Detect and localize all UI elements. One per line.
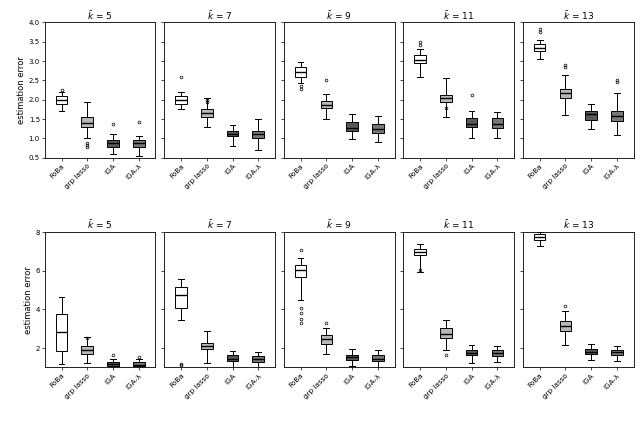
- PathPatch shape: [559, 89, 571, 98]
- Y-axis label: estimation error: estimation error: [17, 56, 26, 124]
- PathPatch shape: [81, 117, 93, 127]
- PathPatch shape: [56, 314, 67, 351]
- Title: $\bar{k}$ = 5: $\bar{k}$ = 5: [88, 9, 113, 22]
- PathPatch shape: [372, 124, 383, 133]
- PathPatch shape: [133, 139, 145, 147]
- PathPatch shape: [321, 101, 332, 108]
- PathPatch shape: [534, 43, 545, 52]
- PathPatch shape: [201, 343, 212, 349]
- PathPatch shape: [201, 109, 212, 117]
- Title: $\bar{k}$ = 5: $\bar{k}$ = 5: [88, 219, 113, 231]
- PathPatch shape: [346, 122, 358, 131]
- PathPatch shape: [440, 328, 452, 338]
- PathPatch shape: [466, 118, 477, 127]
- PathPatch shape: [295, 67, 307, 77]
- PathPatch shape: [414, 249, 426, 255]
- PathPatch shape: [346, 355, 358, 360]
- PathPatch shape: [466, 349, 477, 355]
- PathPatch shape: [253, 131, 264, 138]
- Title: $\bar{k}$ = 9: $\bar{k}$ = 9: [326, 9, 352, 22]
- PathPatch shape: [175, 287, 187, 308]
- PathPatch shape: [559, 321, 571, 331]
- PathPatch shape: [534, 234, 545, 240]
- PathPatch shape: [586, 111, 597, 120]
- PathPatch shape: [414, 55, 426, 63]
- PathPatch shape: [227, 131, 238, 137]
- Title: $\bar{k}$ = 7: $\bar{k}$ = 7: [207, 219, 232, 231]
- PathPatch shape: [295, 265, 307, 277]
- PathPatch shape: [611, 349, 623, 355]
- PathPatch shape: [586, 349, 597, 354]
- PathPatch shape: [492, 118, 503, 128]
- PathPatch shape: [108, 362, 119, 366]
- Title: $\bar{k}$ = 11: $\bar{k}$ = 11: [443, 9, 474, 22]
- PathPatch shape: [440, 95, 452, 102]
- PathPatch shape: [133, 362, 145, 366]
- PathPatch shape: [611, 111, 623, 121]
- Title: $\bar{k}$ = 7: $\bar{k}$ = 7: [207, 9, 232, 22]
- PathPatch shape: [492, 350, 503, 356]
- PathPatch shape: [372, 355, 383, 361]
- Title: $\bar{k}$ = 13: $\bar{k}$ = 13: [563, 219, 594, 231]
- PathPatch shape: [175, 96, 187, 103]
- PathPatch shape: [56, 96, 67, 103]
- PathPatch shape: [253, 356, 264, 362]
- Y-axis label: estimation error: estimation error: [24, 266, 33, 334]
- Title: $\bar{k}$ = 13: $\bar{k}$ = 13: [563, 9, 594, 22]
- PathPatch shape: [321, 335, 332, 344]
- PathPatch shape: [81, 346, 93, 354]
- Title: $\bar{k}$ = 11: $\bar{k}$ = 11: [443, 219, 474, 231]
- PathPatch shape: [227, 355, 238, 361]
- Title: $\bar{k}$ = 9: $\bar{k}$ = 9: [326, 219, 352, 231]
- PathPatch shape: [108, 139, 119, 147]
